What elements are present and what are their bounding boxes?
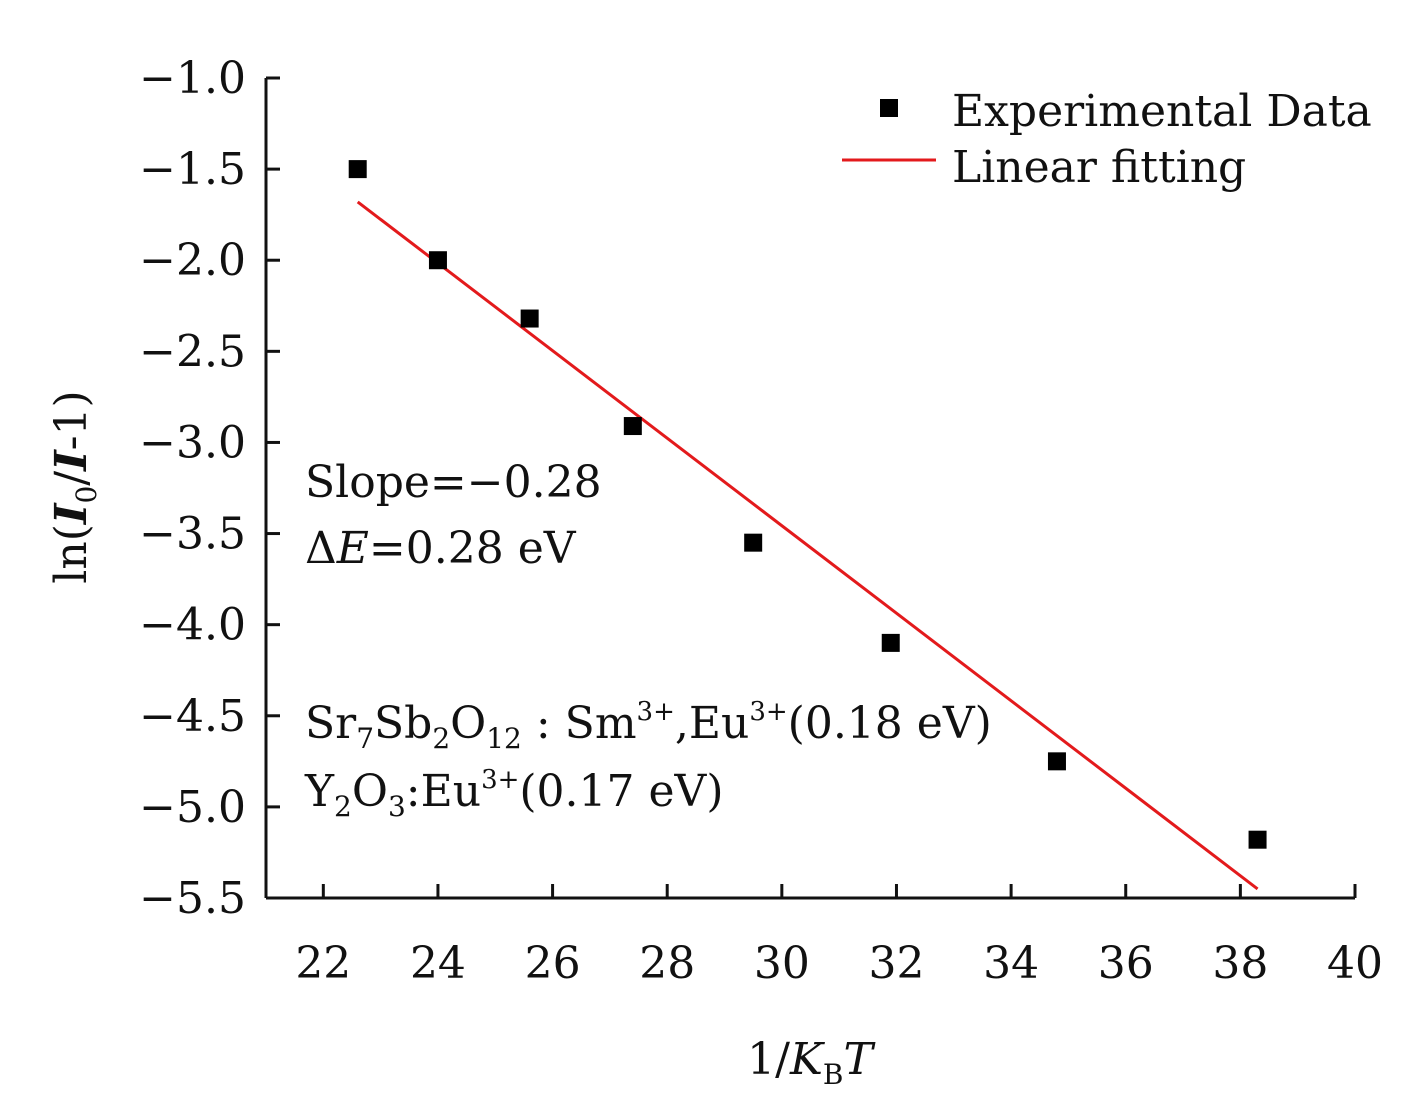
material2-annotation: Y2O3:Eu3+(0.17 eV)	[304, 765, 724, 823]
delta-e-annotation: ΔE=0.28 eV	[305, 523, 577, 574]
fit-line	[356, 200, 1259, 891]
x-axis-ticks: 22 24 26 28 30 32 34 36 38 40	[295, 884, 1383, 989]
x-tick-label: 22	[295, 938, 351, 989]
y-tick-label: −5.5	[139, 873, 246, 924]
y-tick-label: −1.0	[139, 53, 246, 104]
legend-label-fit: Linear fitting	[952, 142, 1246, 193]
y-tick-label: −5.0	[139, 782, 246, 833]
delta-symbol: Δ	[305, 523, 337, 574]
x-tick-label: 30	[754, 938, 810, 989]
x-tick-label: 26	[525, 938, 581, 989]
plot-area	[348, 160, 1267, 891]
y-tick-label: −2.5	[139, 326, 246, 377]
y-tick-label: −2.0	[139, 235, 246, 286]
data-point	[744, 533, 763, 552]
x-tick-label: 32	[868, 938, 924, 989]
legend-marker-experimental	[880, 99, 898, 117]
slope-annotation: Slope=−0.28	[305, 457, 602, 508]
legend: Experimental Data Linear fitting	[842, 86, 1372, 193]
y-axis-title: ln(I0/I-1)	[46, 390, 103, 583]
data-point	[348, 160, 367, 179]
axes	[264, 78, 1355, 900]
data-point	[520, 309, 539, 328]
y-axis-ticks: −1.0 −1.5 −2.0 −2.5 −3.0 −3.5 −4.0 −4.5 −5.0 −5.5	[139, 53, 280, 924]
x-tick-label: 28	[639, 938, 695, 989]
annotations: Slope=−0.28 ΔE=0.28 eV Sr7Sb2O12 : Sm3+,…	[304, 457, 992, 823]
y-tick-label: −4.0	[139, 600, 246, 651]
y-tick-label: −3.5	[139, 509, 246, 560]
delta-e: E	[336, 523, 369, 574]
y-tick-label: −3.0	[139, 417, 246, 468]
x-tick-label: 40	[1327, 938, 1383, 989]
y-tick-label: −4.5	[139, 691, 246, 742]
y-tick-label: −1.5	[139, 144, 246, 195]
material1-annotation: Sr7Sb2O12 : Sm3+,Eu3+(0.18 eV)	[305, 697, 992, 755]
data-point	[1248, 830, 1267, 849]
data-point	[623, 417, 642, 436]
x-tick-label: 36	[1098, 938, 1154, 989]
data-point	[428, 251, 447, 270]
x-tick-label: 34	[983, 938, 1039, 989]
data-point	[881, 633, 900, 652]
x-tick-label: 24	[410, 938, 466, 989]
x-tick-label: 38	[1212, 938, 1268, 989]
data-point	[1047, 752, 1066, 771]
legend-label-experimental: Experimental Data	[952, 86, 1372, 137]
x-axis-title: 1/KBT	[747, 1034, 876, 1091]
delta-value: =0.28 eV	[369, 523, 577, 574]
